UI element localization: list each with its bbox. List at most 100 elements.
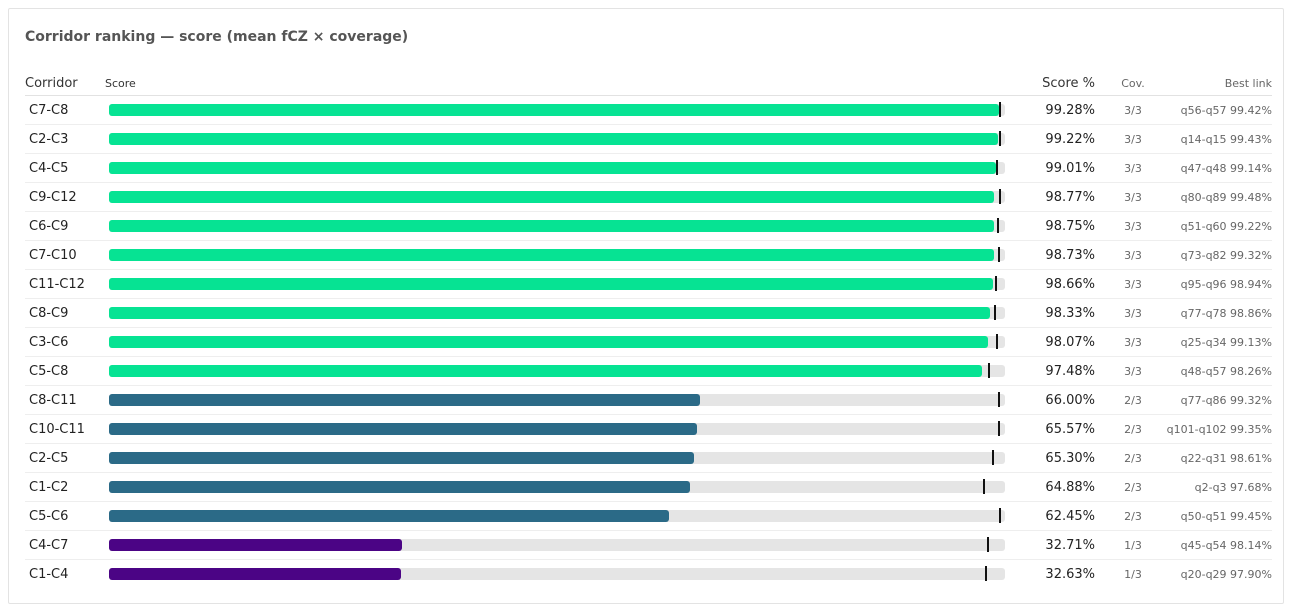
score-track [109,160,1005,175]
table-row: C8-C11 66.00% 2/3 q77-q86 99.32% [25,385,1272,415]
score-bar [109,394,701,406]
table-row: C1-C4 32.63% 1/3 q20-q29 97.90% [25,560,1272,589]
corridor-label: C3-C6 [25,327,105,357]
best-link-marker [983,479,986,494]
score-bar [109,365,983,377]
score-pct-label: 99.28% [1015,95,1103,125]
corridor-label: C9-C12 [25,182,105,212]
score-bar [109,539,403,551]
best-link-label: q77-q78 98.86% [1163,298,1272,328]
corridor-label: C11-C12 [25,269,105,299]
table-row: C9-C12 98.77% 3/3 q80-q89 99.48% [25,182,1272,212]
score-pct-label: 99.01% [1015,153,1103,183]
score-pct-label: 98.33% [1015,298,1103,328]
corridor-label: C6-C9 [25,211,105,241]
best-link-label: q73-q82 99.32% [1163,240,1272,270]
score-cell [105,327,1015,357]
header-best-link: Best link [1163,72,1272,96]
best-link-marker [997,392,1000,407]
score-cell [105,124,1015,154]
corridor-label: C1-C4 [29,566,69,582]
score-pct-label: 98.77% [1015,182,1103,212]
score-track [109,247,1005,262]
table-row: C5-C8 97.48% 3/3 q48-q57 98.26% [25,356,1272,386]
best-link-marker [998,102,1001,117]
score-bar [109,452,695,464]
score-pct-label: 99.22% [1015,124,1103,154]
score-pct-label: 62.45% [1015,501,1103,531]
score-pct-label: 65.57% [1015,414,1103,444]
coverage-label: 2/3 [1103,443,1163,473]
table-row: C4-C5 99.01% 3/3 q47-q48 99.14% [25,153,1272,183]
table-row: C4-C7 32.71% 1/3 q45-q54 98.14% [25,530,1272,560]
header-score: Score [105,72,1015,96]
table-row: C2-C5 65.30% 2/3 q22-q31 98.61% [25,443,1272,473]
score-track [109,508,1005,523]
score-bar [109,307,991,319]
table-row: C7-C8 99.28% 3/3 q56-q57 99.42% [25,95,1272,125]
score-track [109,189,1005,204]
score-track [109,479,1005,494]
best-link-label: q14-q15 99.43% [1163,124,1272,154]
score-cell [105,95,1015,125]
best-link-marker [988,363,991,378]
score-track [109,218,1005,233]
best-link-marker [985,566,988,581]
table-row: C11-C12 98.66% 3/3 q95-q96 98.94% [25,269,1272,299]
coverage-label: 2/3 [1103,472,1163,502]
corridor-label: C8-C9 [25,298,105,328]
score-cell [105,269,1015,299]
coverage-label: 3/3 [1103,298,1163,328]
best-link-label: q56-q57 99.42% [1163,95,1272,125]
score-bar [109,423,697,435]
score-track [109,537,1005,552]
best-link-label: q25-q34 99.13% [1163,327,1272,357]
header-coverage: Cov. [1103,72,1163,96]
score-pct-label: 98.73% [1015,240,1103,270]
score-pct-label: 97.48% [1015,356,1103,386]
best-link-label: q95-q96 98.94% [1163,269,1272,299]
table-row: C7-C10 98.73% 3/3 q73-q82 99.32% [25,240,1272,270]
score-bar [109,133,998,145]
corridor-label: C5-C8 [25,356,105,386]
score-cell [105,211,1015,241]
score-pct-label: 98.75% [1015,211,1103,241]
table-row: C2-C3 99.22% 3/3 q14-q15 99.43% [25,124,1272,154]
score-cell [105,356,1015,386]
best-link-label: q77-q86 99.32% [1163,385,1272,415]
score-track [109,450,1005,465]
header-score-pct: Score % [1015,72,1103,96]
score-cell [105,385,1015,415]
best-link-label: q50-q51 99.45% [1163,501,1272,531]
ranking-card: Corridor ranking — score (mean fCZ × cov… [8,8,1284,604]
table-row: C10-C11 65.57% 2/3 q101-q102 99.35% [25,414,1272,444]
score-track [109,334,1005,349]
score-track [109,392,1005,407]
coverage-label: 3/3 [1103,240,1163,270]
score-bar [109,510,669,522]
score-cell [105,530,1015,560]
score-pct-label: 65.30% [1015,443,1103,473]
best-link-label: q80-q89 99.48% [1163,182,1272,212]
score-track [109,363,1005,378]
coverage-label: 3/3 [1103,153,1163,183]
score-pct-label: 66.00% [1015,385,1103,415]
best-link-marker [996,334,999,349]
chart-title: Corridor ranking — score (mean fCZ × cov… [25,29,409,45]
score-track [109,305,1005,320]
score-cell [105,443,1015,473]
best-link-marker [999,508,1002,523]
corridor-label: C4-C7 [25,530,105,560]
score-cell [105,182,1015,212]
best-link-label: q51-q60 99.22% [1163,211,1272,241]
ranking-table: Corridor Score Score % Cov. Best link C7… [25,72,1272,588]
score-cell [105,414,1015,444]
corridor-label: C2-C3 [25,124,105,154]
best-link-label: q47-q48 99.14% [1163,153,1272,183]
best-link-marker [994,276,997,291]
table-header-row: Corridor Score Score % Cov. Best link [25,72,1272,96]
best-link-label: q101-q102 99.35% [1163,414,1272,444]
score-pct-label: 32.63% [1045,566,1095,582]
score-bar [109,568,402,580]
best-link-marker [997,247,1000,262]
